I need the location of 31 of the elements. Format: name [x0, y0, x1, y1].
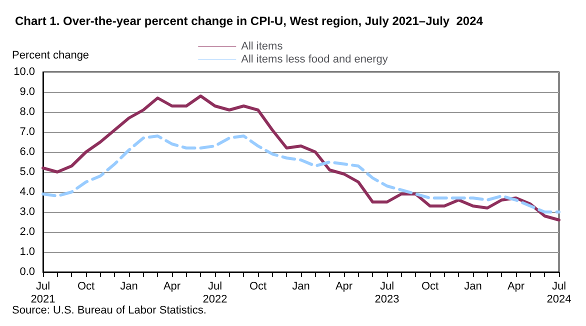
y-axis-title: Percent change	[12, 50, 90, 62]
x-tick-label: Apr	[335, 280, 353, 292]
chart-title: Chart 1. Over-the-year percent change in CPI-U, West region, July 2021–July 2024	[15, 14, 484, 28]
x-tick-label: Apr	[507, 280, 525, 292]
y-tick-label: 7.0	[20, 126, 35, 138]
x-tick-label: Jan	[292, 280, 310, 292]
x-tick-label: Jul 2022	[202, 280, 228, 306]
line-series	[42, 134, 560, 214]
y-tick-label: 6.0	[20, 146, 35, 158]
legend-label: All items	[241, 40, 284, 52]
y-tick-label: 4.0	[20, 186, 35, 198]
y-tick-label: 1.0	[20, 246, 35, 258]
y-tick-label: 9.0	[20, 86, 35, 98]
y-tick-label: 8.0	[20, 106, 35, 118]
y-tick-label: 3.0	[20, 206, 35, 218]
x-tick-label: Jul 2024	[546, 280, 572, 306]
x-tick-label: Jan	[464, 280, 482, 292]
y-tick-label: 10.0	[14, 66, 35, 78]
x-tick-label: Jul 2021	[30, 280, 56, 306]
y-tick-label: 0.0	[20, 266, 35, 278]
source-note: Source: U.S. Bureau of Labor Statistics.	[12, 304, 206, 316]
y-tick-label: 2.0	[20, 226, 35, 238]
x-tick-label: Oct	[77, 280, 95, 292]
x-tick-label: Apr	[163, 280, 181, 292]
x-tick-label: Jan	[120, 280, 138, 292]
y-tick-label: 5.0	[20, 166, 35, 178]
line-series	[42, 94, 560, 222]
x-tick-label: Oct	[249, 280, 267, 292]
x-tick-label: Oct	[421, 280, 439, 292]
legend-label: All items less food and energy	[241, 54, 388, 66]
x-tick-label: Jul 2023	[374, 280, 400, 306]
